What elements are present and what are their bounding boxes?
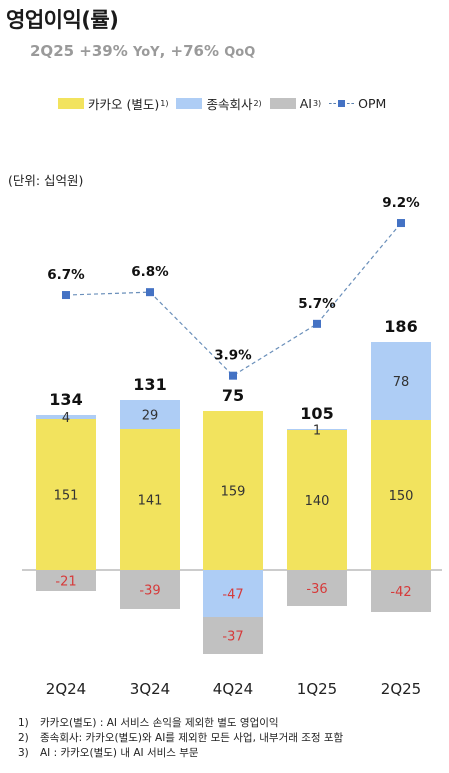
- label-total: 131: [133, 375, 166, 394]
- tick-label-category: 2Q25: [381, 680, 421, 698]
- label-ai: -21: [55, 575, 76, 590]
- footnote-2: 2) 종속회사: 카카오(별도)와 AI를 제외한 모든 사업, 내부거래 조정 …: [18, 732, 344, 744]
- opm-point: [62, 291, 70, 300]
- bar-kakao: [203, 411, 263, 570]
- opm-point: [397, 219, 405, 228]
- label-total: 75: [222, 386, 244, 405]
- legend-swatch-kakao: [58, 97, 84, 109]
- legend-label-ai: AI: [299, 95, 312, 111]
- legend-sup-ai: 3): [312, 98, 322, 108]
- label-ai: -37: [222, 630, 243, 645]
- label-total: 134: [49, 390, 82, 409]
- label-subsidiaries: -47: [222, 588, 243, 603]
- bar-ai: [371, 570, 431, 612]
- chart-legend: 카카오 (별도) 1) 종속회사 2) AI 3) OPM: [58, 93, 394, 113]
- bar-subsidiaries: [203, 570, 263, 617]
- bar-subsidiaries: [36, 415, 96, 419]
- legend-label-subsidiaries: 종속회사: [206, 96, 253, 112]
- footnote-1: 1) 카카오(별도) : AI 서비스 손익을 제외한 별도 영업이익: [18, 717, 279, 729]
- legend-swatch-ai: [269, 97, 296, 109]
- subtitle-qoq: QoQ: [224, 45, 256, 60]
- growth-subtitle: 2Q25 +39% YoY, +76% QoQ: [30, 42, 255, 60]
- label-kakao: 141: [138, 494, 163, 509]
- label-kakao: 151: [54, 489, 79, 504]
- legend-swatch-subsidiaries: [176, 97, 203, 109]
- unit-label: (단위: 십억원): [8, 173, 84, 188]
- label-subsidiaries: 78: [393, 375, 410, 390]
- label-kakao: 150: [389, 489, 414, 504]
- legend-item-ai: AI 3): [269, 95, 322, 111]
- subtitle-q2: , +76%: [159, 42, 219, 60]
- bar-kakao: [287, 430, 347, 570]
- opm-label: 3.9%: [214, 348, 252, 364]
- bar-ai: [36, 570, 96, 591]
- opm-label: 6.8%: [131, 264, 169, 280]
- tick-label-category: 4Q24: [213, 680, 253, 698]
- bar-subsidiaries: [287, 429, 347, 430]
- footnote-3: 3) AI : 카카오(별도) 내 AI 서비스 부문: [18, 747, 199, 759]
- legend-item-subsidiaries: 종속회사 2): [176, 94, 262, 113]
- opm-point: [146, 288, 154, 297]
- label-subsidiaries: 1: [313, 424, 321, 439]
- legend-item-kakao: 카카오 (별도) 1): [58, 94, 168, 113]
- bar-kakao: [36, 419, 96, 570]
- tick-label-category: 1Q25: [297, 680, 337, 698]
- tick-label-category: 2Q24: [46, 680, 86, 698]
- tick-label-category: 3Q24: [130, 680, 170, 698]
- label-subsidiaries: 4: [62, 411, 70, 426]
- legend-label-opm: OPM: [358, 95, 387, 111]
- label-ai: -42: [390, 585, 411, 600]
- legend-sup-subsidiaries: 2): [253, 98, 262, 108]
- legend-label-kakao: 카카오 (별도): [88, 96, 160, 112]
- subtitle-yoy: YoY: [133, 45, 160, 60]
- label-kakao: 140: [305, 494, 330, 509]
- bar-kakao: [371, 420, 431, 570]
- opm-line: [65, 222, 402, 377]
- label-subsidiaries: 29: [142, 409, 159, 424]
- bar-ai: [287, 570, 347, 606]
- legend-marker-opm: [329, 99, 355, 107]
- label-ai: -39: [139, 584, 160, 599]
- legend-sup-kakao: 1): [160, 98, 169, 108]
- operating-profit-chart: 151 4 -21 134 2Q24 141 29 -39 131 3Q24 159 -47 -37 75…: [22, 195, 442, 698]
- opm-label: 6.7%: [47, 267, 85, 283]
- label-kakao: 159: [221, 485, 246, 500]
- label-ai: -36: [306, 582, 327, 597]
- bar-subsidiaries: [371, 342, 431, 420]
- bar-kakao: [120, 429, 180, 570]
- bar-ai: [120, 570, 180, 609]
- footnotes: 1) 카카오(별도) : AI 서비스 손익을 제외한 별도 영업이익 2) 종속회…: [18, 716, 343, 761]
- bar-ai: [203, 617, 263, 654]
- page-title: 영업이익(률): [6, 8, 119, 32]
- opm-point: [313, 319, 321, 328]
- subtitle-q: 2Q25 +39%: [30, 42, 128, 60]
- opm-label: 5.7%: [298, 296, 336, 312]
- opm-label: 9.2%: [382, 195, 420, 211]
- opm-point: [229, 371, 237, 380]
- label-total: 105: [300, 404, 333, 423]
- bar-subsidiaries: [120, 400, 180, 429]
- label-total: 186: [384, 317, 417, 336]
- legend-item-opm: OPM: [329, 96, 386, 111]
